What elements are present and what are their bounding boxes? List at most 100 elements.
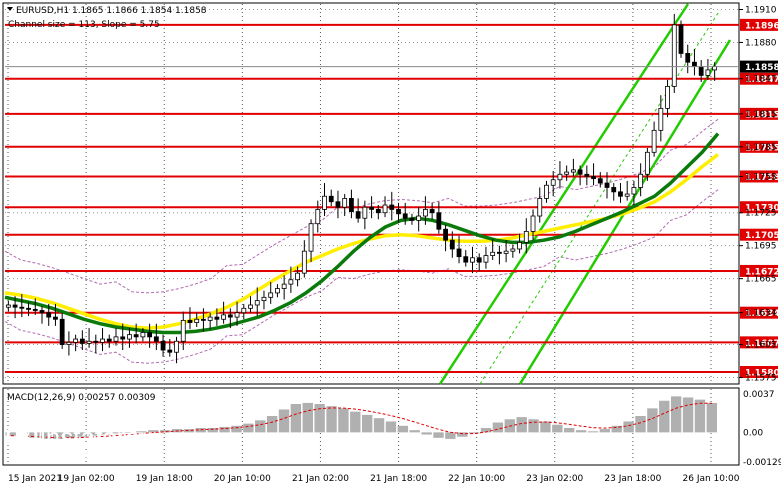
level-tag-text: 1.1847 [745,75,780,85]
candle-body [214,316,220,320]
candle-body [133,334,139,338]
macd-histogram-bar [53,432,64,439]
macd-histogram-bar [611,425,622,433]
channel-info-label: Channel size = 113, Slope = 5.75 [8,20,160,30]
candle-body [261,296,267,302]
candle-body [160,340,166,351]
grid-lines [5,4,738,464]
candle-body [207,316,213,321]
candle-body [120,336,126,340]
candle-body [618,191,623,197]
time-tick-label: 21 Jan 18:00 [370,474,427,484]
candle-body [79,338,85,344]
macd-histogram-bar [421,432,432,435]
candle-body [19,306,25,309]
macd-tick-label: 0.00 [743,428,763,438]
candle-body [174,340,179,353]
support-resistance-levels: 1.18961.18471.18151.17851.17581.17301.17… [5,18,780,379]
candle-body [93,340,99,343]
price-tick-label: 1.1758 [745,172,777,182]
macd-signal-line [10,402,713,439]
macd-histogram-bar [136,431,147,433]
candle-body [496,251,502,254]
candle-body [564,171,570,175]
macd-histogram-bar [468,432,480,434]
macd-histogram-bar [445,432,456,439]
time-tick-label: 22 Jan 10:00 [448,474,505,484]
time-tick-label: 19 Jan 02:00 [58,474,115,484]
dropdown-triangle-icon[interactable] [7,7,13,11]
candle-body [355,211,361,219]
candle-body [32,308,38,311]
price-tick-label: 1.1634 [745,309,777,319]
macd-tick-label: 0.0037 [743,390,775,400]
candle-body [315,209,321,225]
price-tick-label: 1.1847 [745,75,777,85]
macd-histogram-bar [552,424,563,433]
candle-body [322,195,327,210]
macd-histogram-bar [528,419,539,433]
moving-averages [4,132,720,335]
price-tick-label: 1.1815 [745,110,777,120]
macd-histogram-bar [326,406,337,433]
price-tick-label: 1.1785 [745,143,777,153]
candle-body [456,248,462,258]
level-tag [740,170,778,183]
candle-body [597,178,603,184]
macd-histogram-bar [647,408,658,433]
level-tag [740,72,778,85]
price-tick-label: 1.1695 [745,242,777,252]
channel-mid-line [479,9,721,385]
candle-body [281,283,287,289]
price-tick-label: 1.1665 [745,275,777,285]
macd-histogram-bar [64,432,76,438]
macd-histogram-bar [76,432,88,437]
candle-body [490,251,496,256]
candle-body [463,256,469,263]
candle-body [396,209,401,215]
candle-body [254,300,260,306]
symbol-ohlc-label: EURUSD,H1 1.1865 1.1866 1.1854 1.1858 [16,6,207,16]
macd-tick-label: -0.00129 [743,458,781,468]
macd-histogram-bar [266,416,278,433]
macd-panel-frame [2,387,740,466]
macd-histogram-bar [575,430,587,433]
candle-body [604,182,610,188]
macd-histogram-bar [373,418,385,433]
candle-body [671,24,677,87]
macd-histogram-bar [278,409,290,433]
candle-body [106,338,112,342]
level-tag [740,336,778,349]
candle-body [187,319,193,323]
candle-body [248,304,253,309]
candle-body [349,198,354,213]
macd-histogram-bar [397,425,409,433]
candle-body [483,255,489,263]
candle-body [46,312,52,318]
candle-body [362,206,368,219]
candle-body [638,173,644,188]
level-tag-text: 1.1815 [745,110,780,120]
candle-body [698,66,704,76]
candle-body [5,304,11,308]
level-tag [740,201,778,214]
candle-body [624,193,630,197]
bollinger-upper [4,118,719,294]
price-tick-label: 1.1725 [745,209,777,219]
price-tick-label: 1.1605 [745,341,777,351]
macd-histogram-bar [148,430,159,433]
price-tick-label: 1.1575 [745,374,777,384]
candle-body [678,24,684,54]
candle-body [402,213,408,219]
candle-body [530,215,536,232]
candle-body [550,179,556,186]
macd-histogram-bar [670,396,682,433]
macd-histogram-bar [350,411,361,433]
candle-body [12,304,18,308]
time-tick-label: 19 Jan 18:00 [136,474,193,484]
candle-body [523,230,529,243]
macd-histogram-bar [100,432,111,435]
candle-body [100,338,105,343]
candle-body [308,223,314,252]
